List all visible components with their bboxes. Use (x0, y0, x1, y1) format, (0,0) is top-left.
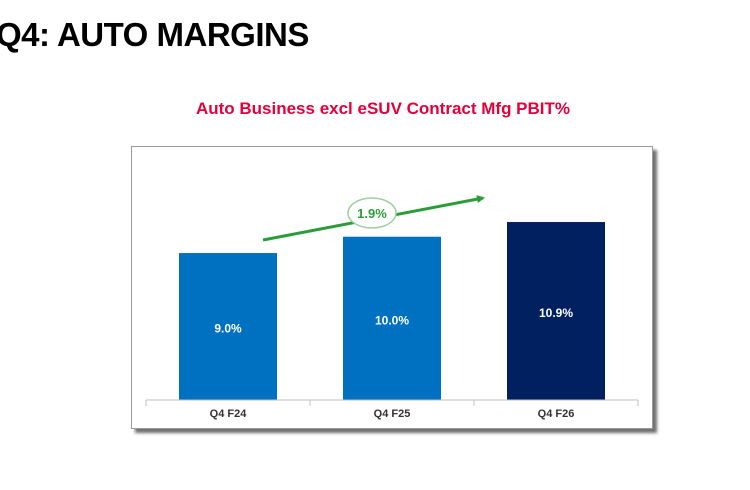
x-tick-label: Q4 F26 (538, 408, 575, 420)
bar-chart: 9.0% Q4 F24 10.0% Q4 F25 10.9% Q4 F26 1.9% (145, 195, 639, 420)
growth-label: 1.9% (357, 206, 387, 221)
bar-q4-f25 (343, 236, 441, 400)
bar-value-label: 10.0% (375, 313, 409, 327)
bar-value-label: 9.0% (214, 322, 242, 336)
slide-title: Q4: AUTO MARGINS (0, 16, 309, 53)
x-tick-label: Q4 F25 (374, 408, 411, 420)
bar-q4-f26 (507, 222, 605, 400)
x-tick-label: Q4 F24 (210, 408, 248, 420)
chart-frame: 9.0% Q4 F24 10.0% Q4 F25 10.9% Q4 F26 1.9% (131, 146, 653, 429)
bar-q4-f24 (179, 253, 277, 400)
chart-title: Auto Business excl eSUV Contract Mfg PBI… (195, 99, 571, 118)
growth-bubble (347, 197, 397, 229)
bar-value-label: 10.9% (539, 306, 573, 320)
